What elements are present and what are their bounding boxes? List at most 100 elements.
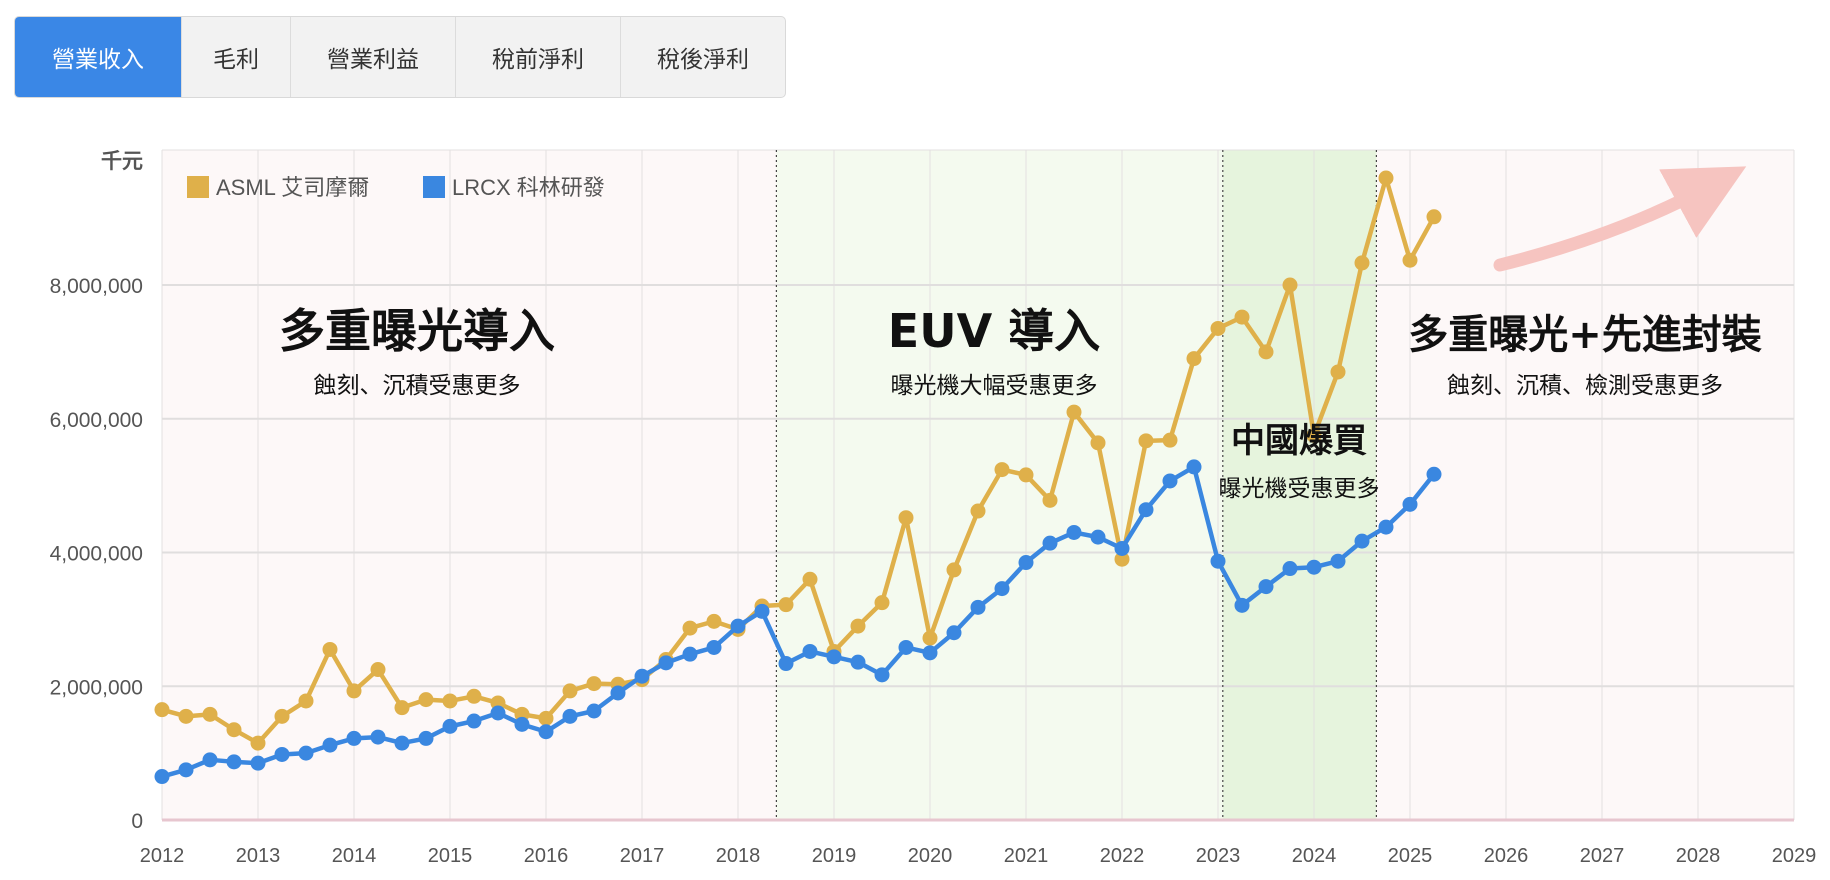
legend-swatch-asml	[187, 176, 209, 198]
x-tick-label: 2013	[236, 845, 281, 867]
data-point-asml	[1306, 427, 1322, 443]
legend-label-lrcx[interactable]: LRCX 科林研發	[452, 175, 605, 200]
data-point-lrcx	[1138, 502, 1154, 518]
data-point-asml	[538, 710, 554, 726]
data-point-asml	[250, 735, 266, 751]
x-tick-label: 2029	[1772, 845, 1817, 867]
annotation-subtitle-euv: 曝光機大幅受惠更多	[891, 373, 1098, 399]
data-point-lrcx	[250, 755, 266, 771]
data-point-asml	[442, 693, 458, 709]
data-point-asml	[202, 706, 218, 722]
x-tick-label: 2022	[1100, 845, 1145, 867]
data-point-lrcx	[154, 769, 170, 785]
data-point-asml	[1354, 255, 1370, 271]
data-point-lrcx	[826, 649, 842, 665]
data-point-asml	[1282, 277, 1298, 293]
data-point-asml	[994, 462, 1010, 478]
data-point-asml	[154, 702, 170, 718]
data-point-asml	[586, 676, 602, 692]
data-point-asml	[874, 595, 890, 611]
data-point-lrcx	[1426, 466, 1442, 482]
x-tick-label: 2023	[1196, 845, 1241, 867]
data-point-asml	[226, 722, 242, 738]
x-tick-label: 2021	[1004, 845, 1049, 867]
data-point-asml	[562, 683, 578, 699]
tab-net-income[interactable]: 稅後淨利	[657, 46, 749, 72]
data-point-asml	[1330, 364, 1346, 380]
data-point-lrcx	[538, 724, 554, 740]
data-point-lrcx	[730, 618, 746, 634]
x-tick-label: 2028	[1676, 845, 1721, 867]
x-tick-label: 2018	[716, 845, 761, 867]
data-point-lrcx	[1066, 524, 1082, 540]
tab-revenue[interactable]: 營業收入	[15, 17, 182, 97]
highlight-band-1	[1222, 150, 1377, 820]
data-point-lrcx	[850, 654, 866, 670]
data-point-asml	[1066, 404, 1082, 420]
annotation-title-china: 中國爆買	[1231, 421, 1367, 461]
data-point-lrcx	[274, 746, 290, 762]
data-point-asml	[1090, 435, 1106, 451]
data-point-asml	[322, 641, 338, 657]
annotation-subtitle-advanced-packaging: 蝕刻、沉積、檢測受惠更多	[1447, 373, 1723, 399]
data-point-lrcx	[658, 655, 674, 671]
data-point-asml	[850, 618, 866, 634]
tab-pretax-income[interactable]: 稅前淨利	[456, 17, 621, 97]
x-tick-label: 2024	[1292, 845, 1337, 867]
x-tick-label: 2015	[428, 845, 473, 867]
data-point-lrcx	[346, 730, 362, 746]
data-point-lrcx	[1186, 459, 1202, 475]
metric-tabs: 營業收入 毛利 營業利益 稅前淨利 稅後淨利	[14, 16, 786, 98]
data-point-lrcx	[202, 752, 218, 768]
annotation-subtitle-china: 曝光機受惠更多	[1219, 476, 1380, 502]
data-point-lrcx	[1234, 597, 1250, 613]
data-point-lrcx	[418, 730, 434, 746]
data-point-asml	[1402, 252, 1418, 268]
data-point-lrcx	[1162, 473, 1178, 489]
data-point-asml	[706, 613, 722, 629]
data-point-asml	[1162, 432, 1178, 448]
data-point-lrcx	[634, 668, 650, 684]
data-point-lrcx	[298, 745, 314, 761]
data-point-lrcx	[1210, 553, 1226, 569]
data-point-lrcx	[1402, 496, 1418, 512]
data-point-lrcx	[706, 639, 722, 655]
data-point-lrcx	[1282, 561, 1298, 577]
data-point-lrcx	[370, 729, 386, 745]
x-tick-label: 2026	[1484, 845, 1529, 867]
data-point-lrcx	[394, 735, 410, 751]
data-point-lrcx	[802, 643, 818, 659]
y-tick-label: 4,000,000	[50, 543, 143, 566]
data-point-asml	[370, 662, 386, 678]
data-point-lrcx	[754, 603, 770, 619]
data-point-lrcx	[946, 625, 962, 641]
data-point-lrcx	[466, 713, 482, 729]
data-point-asml	[1258, 344, 1274, 360]
annotation-title-multipatterning: 多重曝光導入	[279, 304, 555, 358]
data-point-lrcx	[1330, 553, 1346, 569]
data-point-lrcx	[1042, 535, 1058, 551]
data-point-lrcx	[1306, 559, 1322, 575]
data-point-lrcx	[586, 703, 602, 719]
data-point-asml	[178, 708, 194, 724]
data-point-lrcx	[322, 737, 338, 753]
y-axis-unit: 千元	[101, 150, 143, 173]
data-point-asml	[802, 571, 818, 587]
annotations: 多重曝光導入 蝕刻、沉積受惠更多 EUV 導入 曝光機大幅受惠更多 中國爆買 曝…	[279, 304, 1762, 502]
data-point-lrcx	[682, 646, 698, 662]
y-tick-label: 2,000,000	[50, 676, 143, 699]
trend-arrow-icon	[1493, 166, 1747, 272]
data-point-asml	[1018, 467, 1034, 483]
data-point-lrcx	[1354, 533, 1370, 549]
y-tick-label: 0	[131, 810, 143, 833]
data-point-lrcx	[490, 705, 506, 721]
data-point-lrcx	[226, 754, 242, 770]
data-point-asml	[274, 708, 290, 724]
legend-label-asml[interactable]: ASML 艾司摩爾	[216, 175, 369, 200]
annotation-title-euv: EUV 導入	[888, 304, 1100, 358]
data-point-lrcx	[1090, 529, 1106, 545]
tab-operating-income[interactable]: 營業利益	[291, 17, 456, 97]
tab-gross-profit[interactable]: 毛利	[182, 17, 291, 97]
data-point-lrcx	[922, 645, 938, 661]
data-point-lrcx	[1258, 579, 1274, 595]
